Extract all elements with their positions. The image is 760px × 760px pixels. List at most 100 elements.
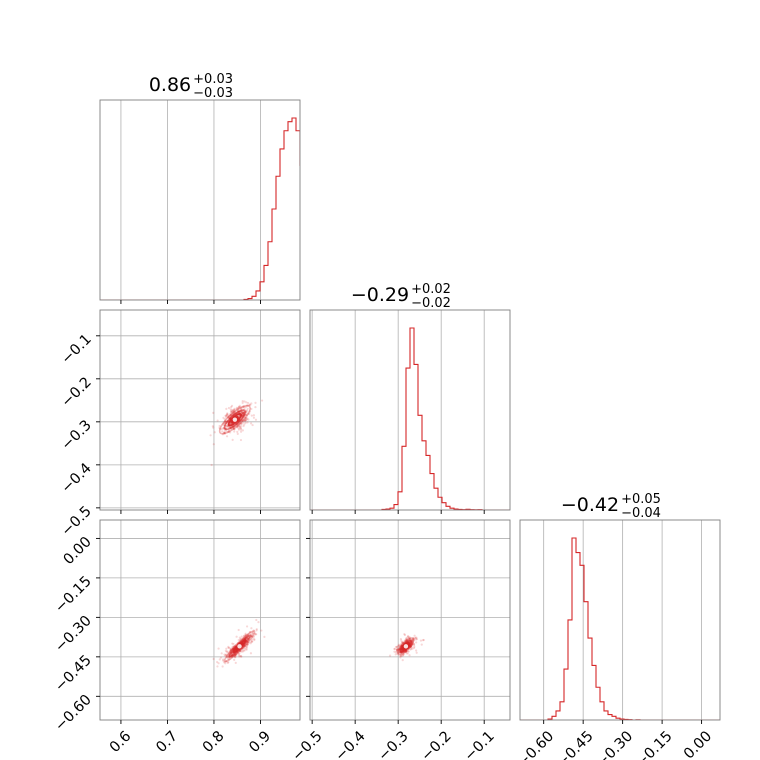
scatter-point: [413, 638, 416, 642]
y-tick-label: −0.45: [52, 652, 95, 695]
scatter-point: [250, 635, 254, 638]
x-tick-label: −0.30: [594, 728, 637, 760]
scatter-point: [230, 404, 234, 407]
scatter-point: [257, 621, 260, 624]
scatter-point: [250, 414, 253, 417]
scatter-point: [250, 640, 253, 643]
x-tick-label: −0.60: [515, 728, 558, 760]
scatter-point: [237, 407, 240, 411]
scatter-point: [225, 414, 228, 417]
scatter-point: [241, 419, 244, 423]
scatter-point: [396, 652, 399, 655]
scatter-point: [241, 648, 244, 651]
scatter-point: [247, 404, 251, 407]
scatter-point: [240, 411, 243, 414]
scatter-point: [222, 658, 225, 661]
contour-level-2: [399, 639, 413, 653]
scatter-point: [253, 638, 256, 642]
scatter-point: [249, 403, 252, 407]
scatter-point: [407, 635, 410, 638]
scatter-point: [403, 640, 406, 643]
scatter-point: [230, 406, 233, 409]
scatter-point: [402, 653, 405, 657]
panel-frame: [309, 309, 511, 511]
scatter-point: [246, 404, 249, 407]
scatter-point: [405, 650, 408, 653]
scatter-point: [422, 638, 425, 642]
scatter-point: [234, 655, 237, 658]
panel-1-1: −0.29 +0.02−0.02: [309, 282, 511, 514]
scatter-point: [236, 426, 239, 429]
scatter-point: [239, 637, 243, 640]
scatter-point: [411, 647, 414, 650]
scatter-point: [240, 635, 243, 638]
scatter-point: [413, 646, 416, 649]
scatter-point: [400, 654, 403, 658]
scatter-point: [243, 635, 246, 638]
scatter-point: [255, 633, 258, 636]
scatter-point: [246, 421, 249, 424]
panel-0-1: [96, 309, 301, 514]
scatter-point: [222, 431, 225, 434]
scatter-point: [255, 628, 258, 631]
scatter-point: [251, 423, 254, 427]
scatter-point: [245, 409, 249, 412]
scatter-point: [413, 645, 416, 648]
x-tick-label: −0.4: [333, 728, 369, 760]
scatter-point: [245, 401, 248, 404]
scatter-point: [230, 411, 233, 414]
scatter-point: [242, 418, 245, 422]
scatter-point: [226, 430, 229, 433]
scatter-point: [399, 656, 402, 659]
scatter-point: [411, 643, 414, 646]
scatter-point: [412, 640, 415, 643]
density-peak: [403, 644, 409, 649]
scatter-point: [237, 406, 240, 409]
scatter-point: [253, 632, 257, 635]
scatter-point: [225, 407, 228, 410]
histogram-0: [100, 117, 300, 300]
scatter-point: [249, 652, 253, 655]
scatter-point: [240, 655, 243, 658]
scatter-point: [409, 638, 412, 641]
scatter-point: [405, 637, 408, 640]
scatter-point: [415, 641, 418, 644]
scatter-point: [243, 649, 246, 652]
scatter-point: [245, 625, 249, 628]
scatter-point: [248, 631, 251, 634]
scatter-point: [408, 654, 411, 657]
scatter-point: [239, 438, 243, 442]
scatter-point: [411, 639, 414, 642]
scatter-point: [231, 642, 234, 645]
scatter-point: [420, 643, 423, 646]
scatter-point: [252, 636, 255, 639]
scatter-point: [241, 406, 244, 409]
scatter-point: [237, 653, 241, 657]
scatter-point: [254, 406, 257, 409]
scatter-point: [254, 633, 257, 636]
scatter-point: [244, 405, 247, 409]
scatter-point: [399, 644, 402, 647]
scatter-point: [233, 655, 236, 658]
scatter-point: [221, 665, 224, 668]
scatter-point: [411, 638, 414, 641]
panel-frame: [99, 309, 301, 511]
scatter-point: [412, 638, 415, 641]
scatter-point: [398, 646, 402, 649]
scatter-point: [252, 414, 256, 417]
scatter-point: [233, 654, 237, 657]
scatter-point: [225, 660, 228, 663]
scatter-point: [245, 643, 248, 646]
scatter-point: [226, 425, 229, 428]
scatter-point: [241, 411, 245, 414]
scatter-point: [227, 415, 230, 418]
scatter-point: [233, 430, 236, 433]
density-contours: [218, 404, 251, 435]
scatter-point: [408, 637, 411, 640]
scatter-point: [405, 650, 408, 653]
scatter-point: [229, 413, 233, 416]
x-tick-label: 0.00: [681, 728, 715, 760]
scatter-point: [398, 644, 401, 647]
scatter-point: [243, 400, 246, 403]
scatter-point: [400, 639, 403, 642]
